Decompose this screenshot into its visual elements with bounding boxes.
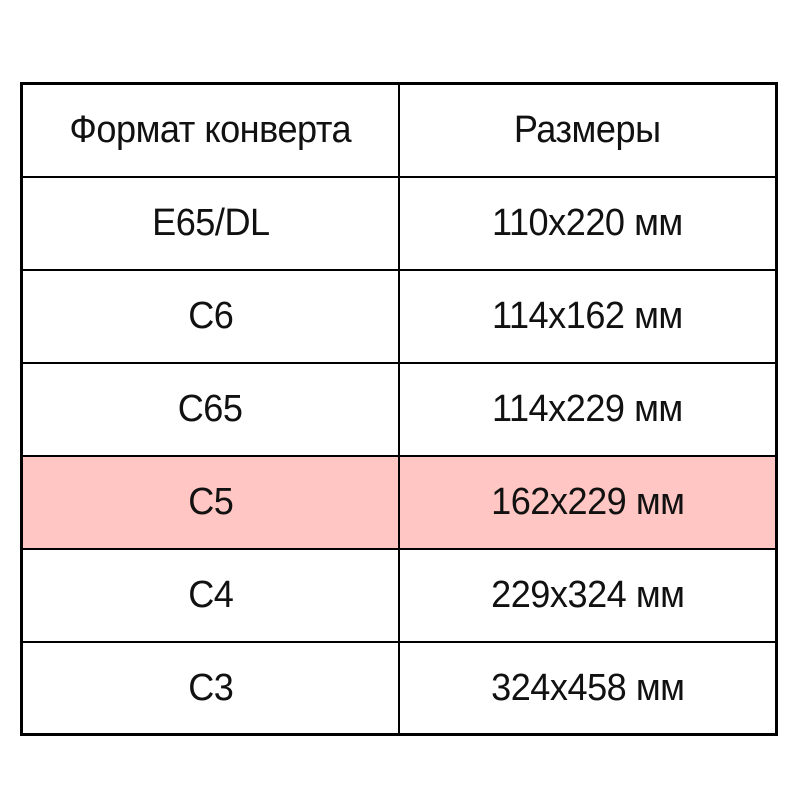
envelope-size-table: Формат конверта Размеры E65/DL 110x220 м… [20,82,778,736]
table-row: C4 229x324 мм [20,547,778,643]
size-cell: 114x162 мм [398,268,778,364]
envelope-table-container: Формат конверта Размеры E65/DL 110x220 м… [20,82,778,736]
format-value: C4 [187,574,234,616]
size-value: 114x162 мм [492,295,683,337]
table-header-row: Формат конверта Размеры [20,82,778,178]
format-value: C3 [187,666,234,709]
size-value: 162x229 мм [490,481,685,523]
size-value: 324x458 мм [490,666,685,709]
size-cell: 229x324 мм [398,547,778,643]
size-cell: 162x229 мм [398,454,778,550]
size-value: 110x220 мм [492,202,683,244]
table-row: C6 114x162 мм [20,268,778,364]
format-cell: E65/DL [20,175,400,271]
size-cell: 324x458 мм [398,640,778,736]
table-row: E65/DL 110x220 мм [20,175,778,271]
size-value: 229x324 мм [490,574,685,616]
format-value: C65 [178,388,243,430]
column-header-size: Размеры [398,82,778,178]
format-value: E65/DL [151,202,270,244]
table-row: C65 114x229 мм [20,361,778,457]
format-cell: C5 [20,454,400,550]
size-cell: 110x220 мм [398,175,778,271]
format-cell: C65 [20,361,400,457]
table-row-highlighted: C5 162x229 мм [20,454,778,550]
column-header-format: Формат конверта [20,82,400,178]
size-cell: 114x229 мм [398,361,778,457]
column-header-size-label: Размеры [514,109,661,152]
format-cell: C4 [20,547,400,643]
format-value: C5 [187,481,234,523]
size-value: 114x229 мм [492,388,683,430]
format-cell: C3 [20,640,400,736]
format-value: C6 [187,295,234,337]
column-header-format-label: Формат конверта [69,109,352,152]
format-cell: C6 [20,268,400,364]
table-row: C3 324x458 мм [20,640,778,736]
